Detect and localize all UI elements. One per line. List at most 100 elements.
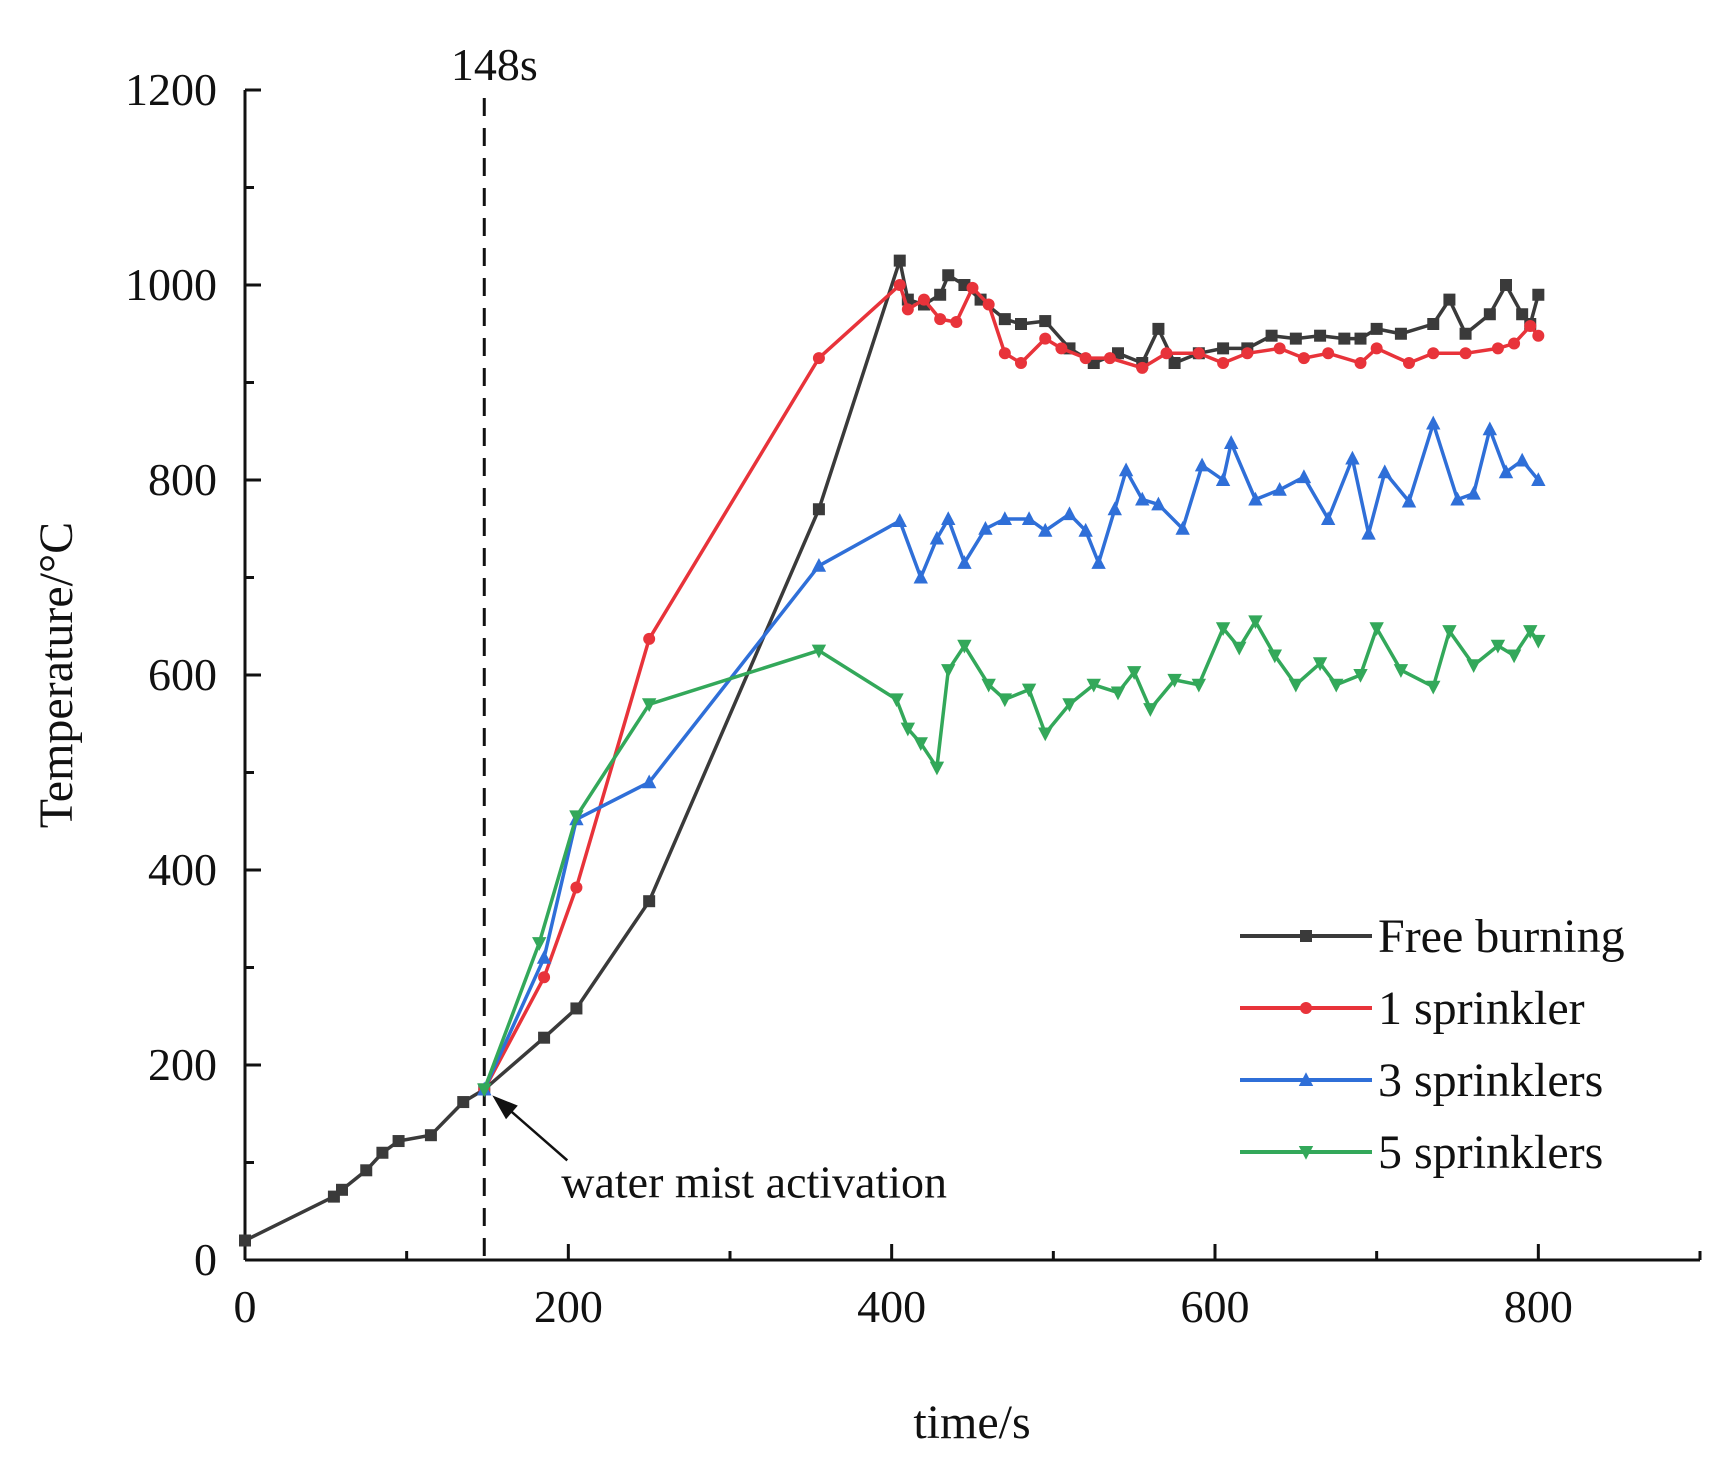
data-point	[889, 693, 904, 708]
data-point	[1354, 357, 1367, 369]
data-point	[1015, 357, 1027, 369]
legend-label: 1 sprinkler	[1378, 982, 1585, 1035]
data-point	[913, 569, 928, 584]
data-point	[900, 722, 916, 737]
data-point	[1532, 329, 1545, 342]
data-point	[1152, 322, 1165, 335]
data-point	[1297, 352, 1310, 365]
data-point	[1370, 342, 1383, 355]
legend-item: 1 sprinkler	[1240, 982, 1585, 1035]
data-point	[1039, 315, 1052, 328]
legend-item: 5 sprinklers	[1240, 1126, 1603, 1179]
data-point	[1377, 464, 1392, 479]
data-point	[392, 1135, 405, 1148]
series-line	[244, 258, 1540, 1243]
data-point	[1194, 457, 1210, 472]
data-point	[1403, 357, 1415, 369]
data-point	[1079, 352, 1092, 365]
data-point	[1215, 472, 1231, 486]
data-point	[1055, 342, 1068, 355]
data-point	[1312, 657, 1328, 672]
y-tick-label: 1200	[125, 64, 217, 115]
data-point	[950, 316, 963, 329]
x-axis-title: time/s	[913, 1396, 1030, 1449]
series-free-burning	[239, 254, 1545, 1247]
data-point	[1151, 496, 1166, 511]
data-point	[1354, 332, 1367, 345]
data-point	[570, 881, 583, 894]
y-tick-label: 200	[148, 1039, 217, 1090]
data-point	[1038, 727, 1053, 742]
x-tick-label: 200	[534, 1281, 603, 1332]
activation-label: water mist activation	[561, 1156, 947, 1207]
data-point	[360, 1164, 373, 1177]
y-tick-label: 0	[194, 1234, 217, 1285]
data-point	[1273, 342, 1286, 355]
data-point	[424, 1129, 437, 1142]
data-point	[901, 303, 914, 316]
data-point	[1110, 686, 1126, 701]
data-point	[1459, 327, 1472, 340]
data-point	[1248, 615, 1263, 630]
data-point	[1394, 327, 1407, 340]
data-point	[1223, 435, 1239, 449]
data-point	[982, 298, 995, 311]
data-point	[998, 347, 1011, 360]
data-point	[1136, 361, 1149, 374]
legend-label: Free burning	[1378, 910, 1625, 963]
data-point	[1426, 415, 1441, 430]
series-line	[482, 421, 1540, 1091]
data-point	[1078, 522, 1093, 537]
data-point	[1103, 352, 1116, 365]
data-point	[1288, 678, 1304, 693]
data-point	[1143, 703, 1158, 717]
data-point	[1289, 332, 1302, 345]
data-point	[1021, 511, 1037, 525]
data-point	[1107, 501, 1122, 516]
data-point	[941, 664, 956, 678]
data-point	[1168, 357, 1181, 369]
data-point	[1038, 522, 1053, 537]
legend-marker	[1298, 1146, 1314, 1160]
y-tick-label: 1000	[125, 259, 217, 310]
data-point	[1427, 347, 1440, 360]
data-point	[998, 313, 1011, 326]
data-point	[1267, 649, 1283, 664]
data-point	[1217, 342, 1230, 355]
data-point	[536, 949, 552, 964]
data-point	[1500, 279, 1512, 291]
data-point	[1401, 493, 1417, 508]
data-point	[913, 737, 928, 752]
data-point	[1450, 491, 1465, 506]
data-point	[1345, 450, 1360, 465]
data-point	[1523, 625, 1538, 639]
data-point	[1191, 678, 1207, 693]
legend-label: 3 sprinklers	[1378, 1054, 1603, 1107]
data-point	[811, 558, 827, 572]
data-point	[1062, 506, 1077, 521]
x-tick-label: 800	[1504, 1281, 1573, 1332]
data-point	[1442, 625, 1457, 639]
data-point	[1160, 347, 1173, 360]
data-point	[1361, 525, 1376, 540]
data-point	[1338, 332, 1351, 345]
data-point	[1498, 464, 1514, 479]
data-point	[1135, 491, 1150, 506]
data-point	[1369, 622, 1384, 636]
data-point	[942, 269, 955, 282]
data-point	[336, 1183, 348, 1196]
y-tick-label: 800	[148, 454, 217, 505]
data-point	[893, 254, 906, 267]
data-point	[641, 698, 657, 713]
legend-marker	[1298, 1072, 1314, 1086]
data-point	[1466, 659, 1481, 674]
data-point	[892, 513, 907, 527]
data-point	[929, 761, 945, 776]
data-point	[929, 530, 945, 545]
legend-item: Free burning	[1240, 910, 1625, 963]
data-point	[1215, 622, 1231, 636]
data-point	[538, 1031, 551, 1044]
data-point	[643, 632, 656, 645]
data-point	[981, 678, 996, 693]
data-point	[1483, 308, 1496, 321]
